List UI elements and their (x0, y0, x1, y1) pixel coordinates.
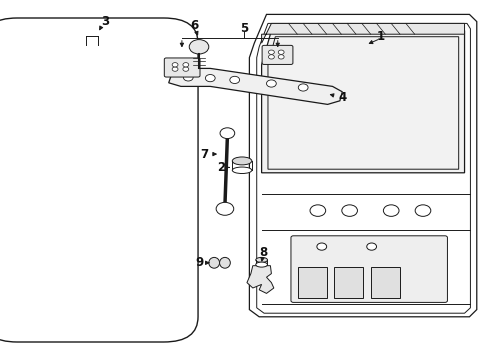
Text: 7: 7 (200, 148, 208, 161)
Text: 1: 1 (376, 30, 384, 43)
Circle shape (309, 205, 325, 216)
Circle shape (205, 75, 215, 82)
Circle shape (266, 80, 276, 87)
Circle shape (229, 76, 239, 84)
Ellipse shape (232, 167, 251, 174)
FancyBboxPatch shape (333, 267, 362, 298)
Circle shape (183, 67, 188, 71)
Text: 3: 3 (101, 15, 109, 28)
Circle shape (341, 205, 357, 216)
Circle shape (383, 205, 398, 216)
Text: 2: 2 (217, 161, 224, 174)
FancyBboxPatch shape (262, 45, 292, 64)
Text: 6: 6 (190, 19, 198, 32)
Text: 9: 9 (195, 256, 203, 269)
Circle shape (268, 50, 274, 54)
Polygon shape (261, 31, 464, 173)
Circle shape (183, 74, 193, 81)
Circle shape (183, 63, 188, 67)
FancyBboxPatch shape (370, 267, 399, 298)
Ellipse shape (232, 157, 251, 165)
FancyBboxPatch shape (164, 58, 200, 77)
Circle shape (316, 243, 326, 250)
FancyBboxPatch shape (0, 18, 198, 342)
Polygon shape (246, 266, 273, 293)
Circle shape (216, 202, 233, 215)
Circle shape (414, 205, 430, 216)
Ellipse shape (255, 257, 267, 262)
Circle shape (189, 40, 208, 54)
Polygon shape (249, 14, 476, 317)
Circle shape (278, 55, 284, 59)
FancyBboxPatch shape (298, 267, 326, 298)
Circle shape (268, 55, 274, 59)
Polygon shape (168, 68, 342, 104)
Ellipse shape (208, 257, 219, 268)
Circle shape (172, 63, 178, 67)
Ellipse shape (219, 257, 230, 268)
Circle shape (220, 128, 234, 139)
Text: 4: 4 (338, 91, 346, 104)
Circle shape (172, 67, 178, 71)
Ellipse shape (255, 262, 267, 267)
Circle shape (366, 243, 376, 250)
Text: 8: 8 (259, 246, 266, 259)
Circle shape (278, 50, 284, 54)
Text: 5: 5 (240, 22, 248, 35)
Circle shape (298, 84, 307, 91)
Polygon shape (261, 23, 464, 43)
FancyBboxPatch shape (290, 236, 447, 302)
